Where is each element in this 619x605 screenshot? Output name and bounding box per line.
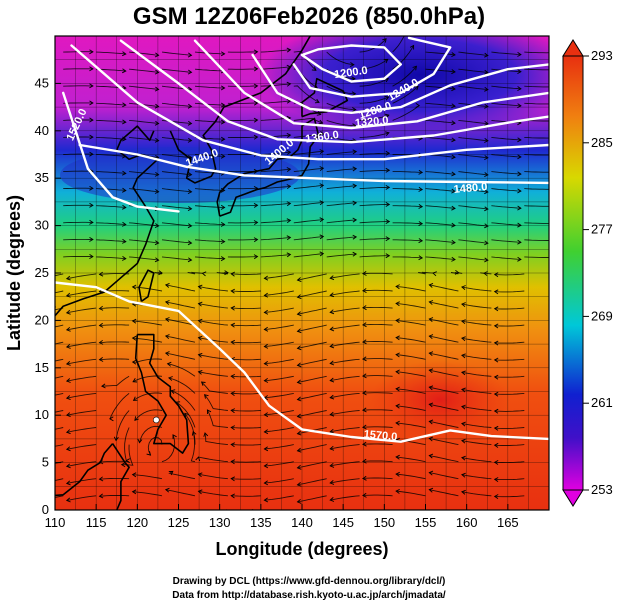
height-contours [55,36,549,443]
map-title: GSM 12Z06Feb2026 (850.0hPa) [133,3,485,30]
plot-area: 1200.01240.01280.01320.01360.01400.01440… [55,36,549,510]
coastlines [55,36,349,510]
x-tick-label: 160 [456,515,478,530]
x-tick-label: 150 [373,515,395,530]
x-tick-label: 130 [209,515,231,530]
x-tick-label: 140 [291,515,313,530]
contour-label: 1320.0 [354,115,389,130]
contour-label: 1480.0 [453,181,488,196]
x-tick-label: 120 [126,515,148,530]
y-tick-label: 15 [35,360,49,375]
contour-label: 1200.0 [333,65,368,82]
y-tick-label: 40 [35,123,49,138]
colorbar-tick-label: 261 [591,395,613,410]
contour-label: 1360.0 [305,129,340,146]
colorbar-tick-label: 269 [591,308,613,323]
contour-label: 1570.0 [363,428,398,443]
colorbar-tick-label: 253 [591,482,613,497]
colorbar-tick-label: 293 [591,48,613,63]
colorbar-ticks: 293 285 277 269 261 253 [583,48,613,497]
y-axis: 0 5 10 15 20 25 30 35 40 45 [35,75,61,517]
credit-drawing: Drawing by DCL (https://www.gfd-dennou.o… [173,576,446,587]
cold-air-region [260,36,549,135]
y-tick-label: 10 [35,407,49,422]
x-tick-label: 165 [497,515,519,530]
y-tick-label: 20 [35,312,49,327]
colorbar: 293 285 277 269 261 253 [562,39,613,507]
x-tick-label: 155 [415,515,437,530]
x-tick-label: 125 [168,515,190,530]
y-tick-label: 45 [35,75,49,90]
x-tick-label: 110 [45,515,66,530]
x-tick-label: 115 [86,515,107,530]
x-axis-title: Longitude (degrees) [215,539,388,559]
y-tick-label: 35 [35,170,49,185]
x-tick-label: 145 [332,515,354,530]
x-tick-label: 135 [250,515,272,530]
y-axis-title: Latitude (degrees) [4,195,24,351]
low-center-marker [152,416,160,424]
wind-streamlines [55,36,549,504]
y-tick-label: 25 [35,265,49,280]
y-tick-label: 30 [35,218,49,233]
colorbar-top-arrow [562,39,584,57]
colorbar-tick-label: 277 [591,222,613,237]
y-tick-label: 0 [42,502,49,517]
colorbar-scale [562,55,584,491]
credit-data-source: Data from http://database.rish.kyoto-u.a… [172,590,446,601]
map-gridlines [55,36,549,510]
y-tick-label: 5 [42,455,49,470]
colorbar-tick-label: 285 [591,135,613,150]
x-axis: 110 115 120 125 130 135 140 145 150 155 160 165 [45,504,519,530]
colorbar-bottom-arrow [562,489,584,507]
